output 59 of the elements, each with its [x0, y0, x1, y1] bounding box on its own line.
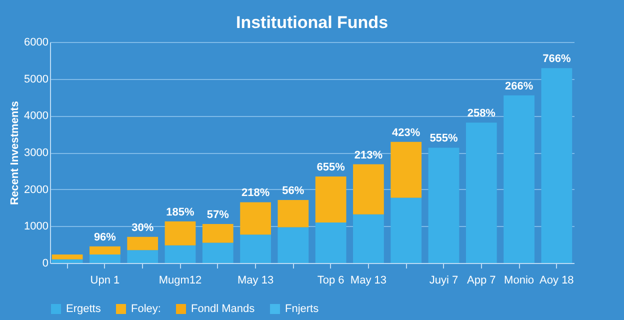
bar [202, 224, 234, 243]
legend-label: Fnjerts [285, 303, 320, 315]
text: 185% [166, 206, 194, 218]
y-tick-label: 6000 [24, 36, 48, 48]
text: 30% [132, 222, 154, 234]
x-tick-label: Aoy 18 [540, 274, 574, 286]
bar [240, 234, 271, 263]
bar [541, 68, 572, 263]
bar [278, 200, 309, 228]
bar [428, 148, 460, 263]
bar [90, 254, 120, 263]
text: 56% [282, 185, 304, 198]
x-tick-label: May 13 [237, 274, 274, 286]
text: 555% [430, 132, 458, 145]
bar [127, 250, 158, 263]
bar [164, 221, 196, 246]
y-axis-title: Recent Investments [9, 101, 22, 205]
text: 766% [542, 53, 571, 66]
x-tick-label: Top 6 [317, 274, 344, 286]
bar [90, 246, 120, 255]
bar [52, 259, 83, 263]
y-tick-label: 2000 [24, 184, 48, 196]
chart-title: Institutional Funds [236, 13, 388, 32]
bar [390, 142, 422, 198]
bar [353, 164, 384, 214]
bar [278, 227, 309, 263]
legend-label: Fondl Mands [191, 303, 256, 315]
text: 258% [467, 108, 496, 120]
y-tick-label: 4000 [24, 110, 48, 122]
legend-label: Foley: [131, 303, 161, 315]
x-tick-label: Monio [504, 274, 534, 286]
bar [504, 95, 534, 263]
x-tick-label: Mugm12 [158, 274, 202, 286]
text: 218% [241, 187, 270, 200]
y-tick-label: 3000 [24, 147, 48, 159]
text: 655% [316, 161, 345, 174]
text: 96% [94, 231, 116, 244]
x-tick-label: Upn 1 [90, 274, 120, 286]
bar [390, 198, 422, 263]
bar [315, 222, 346, 263]
bar [164, 245, 196, 263]
text: 57% [206, 208, 229, 221]
text: 423% [392, 126, 420, 139]
y-tick-label: 0 [42, 258, 48, 270]
x-tick-label: App 7 [467, 274, 496, 286]
text: 213% [354, 149, 383, 162]
bar [127, 236, 158, 250]
legend-label: Ergetts [66, 303, 102, 315]
bar [202, 242, 234, 263]
bar [353, 214, 384, 263]
bar [52, 254, 83, 260]
text: 266% [504, 80, 534, 92]
x-tick-label: May 13 [350, 274, 387, 286]
bar [466, 122, 497, 263]
x-tick-label: Juyi 7 [429, 274, 458, 286]
y-tick-label: 5000 [24, 73, 48, 86]
bar [315, 176, 346, 222]
y-tick-label: 1000 [24, 220, 48, 233]
bar [240, 202, 271, 235]
